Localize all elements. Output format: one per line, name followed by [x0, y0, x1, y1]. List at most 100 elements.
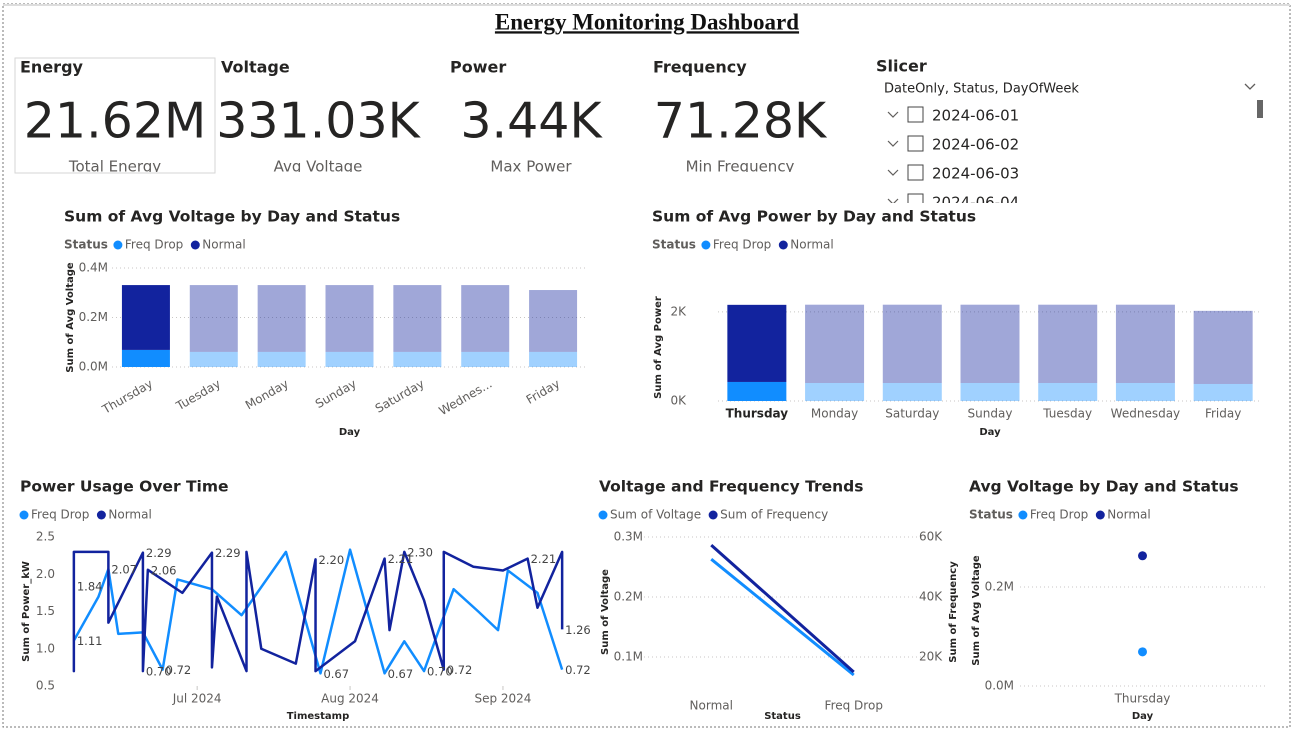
bar-segment: [1193, 310, 1253, 384]
data-label: 1.11: [77, 634, 103, 648]
y-tick-label: 1.0: [36, 641, 55, 655]
x-tick-label: Thursday: [1114, 692, 1171, 706]
legend-marker: [598, 510, 608, 520]
item-checkbox[interactable]: [907, 135, 924, 152]
bar-segment: [960, 382, 1020, 401]
item-checkbox[interactable]: [907, 164, 924, 181]
x-tick-label: Saturday: [373, 377, 427, 416]
y-axis-title: Sum of Power_kW: [21, 561, 32, 662]
bar-segment: [325, 351, 374, 367]
y-tick-label: 0.5: [36, 679, 55, 693]
data-label: 2.06: [151, 563, 177, 577]
chart-title: Sum of Avg Power by Day and Status: [652, 208, 976, 226]
data-label: 2.20: [319, 553, 345, 567]
y-tick-label: 0K: [670, 394, 687, 408]
item-expand[interactable]: [887, 140, 899, 147]
y-tick-label: 0.3M: [614, 530, 643, 544]
legend-title: Status: [64, 238, 108, 252]
bar-segment: [882, 382, 942, 401]
y-axis-title: Sum of Avg Voltage: [65, 262, 76, 373]
y-tick-label: 0.2M: [985, 579, 1014, 593]
item-expand[interactable]: [887, 111, 899, 118]
legend-label: Normal: [202, 238, 245, 252]
y2-axis-title: Sum of Frequency: [948, 561, 959, 663]
bar-segment: [1115, 304, 1175, 383]
chart-title: Power Usage Over Time: [20, 478, 229, 496]
chart-title: Sum of Avg Voltage by Day and Status: [64, 208, 400, 226]
data-label: 2.30: [407, 545, 433, 559]
item-checkbox[interactable]: [907, 193, 924, 209]
cards: Energy 21.62M Total Energy Voltage 331.03K Av…: [20, 58, 828, 176]
legend-marker: [1018, 510, 1028, 520]
data-label: 0.70: [146, 665, 172, 679]
dashboard-title: Energy Monitoring Dashboard: [495, 9, 799, 34]
x-tick-label: Friday: [524, 377, 563, 407]
slicer-dropdown[interactable]: [1244, 83, 1256, 90]
y2-tick-label: 20K: [919, 650, 943, 664]
legend-label: Freq Drop: [713, 238, 771, 252]
x-tick-label: Tuesday: [173, 377, 223, 414]
y-axis-title: Sum of Voltage: [600, 569, 611, 655]
item-label[interactable]: 2024-06-04: [932, 194, 1019, 212]
bar-segment: [882, 304, 942, 383]
bar-segment: [121, 285, 170, 350]
legend-title: Status: [969, 508, 1013, 522]
data-label: 2.21: [531, 552, 557, 566]
x-axis-title: Day: [979, 427, 1001, 438]
page-border: [2, 3, 1291, 728]
x-axis-title: Status: [764, 711, 801, 722]
x-tick-label: Freq Drop: [825, 699, 883, 713]
data-point: [1138, 551, 1147, 561]
legend-label: Normal: [790, 238, 833, 252]
bar-segment: [529, 290, 578, 352]
legend-label: Freq Drop: [125, 238, 183, 252]
item-label[interactable]: 2024-06-03: [932, 165, 1019, 183]
card-label: Voltage: [221, 58, 290, 77]
x-tick-label: Wednes...: [436, 377, 494, 419]
item-label[interactable]: 2024-06-02: [932, 136, 1019, 154]
card-frame: [14, 57, 216, 174]
card-label: Frequency: [653, 58, 747, 77]
y-tick-label: 2.0: [36, 567, 55, 581]
x-tick-label: Sunday: [313, 377, 359, 412]
bar-segment: [325, 285, 374, 352]
x-tick-label: Thursday: [726, 407, 789, 421]
legend-label: Freq Drop: [1030, 508, 1088, 522]
bar-segment: [805, 304, 865, 383]
bar-segment: [189, 351, 238, 367]
bar-segment: [1193, 383, 1253, 401]
chart-title: Voltage and Frequency Trends: [599, 478, 863, 496]
card-caption: Min Frequency: [686, 158, 795, 176]
y-tick-label: 1.5: [36, 604, 55, 618]
data-label: 1.26: [565, 623, 591, 637]
x-axis-title: Day: [339, 427, 361, 438]
card-caption: Avg Voltage: [274, 158, 363, 176]
y-tick-label: 2K: [670, 304, 687, 318]
card-caption: Total Energy: [68, 158, 161, 176]
slicer-items: 2024-06-01 2024-06-02 2024-06-03 2024-06-04: [887, 106, 1019, 212]
bar-segment: [960, 304, 1020, 383]
x-tick-label: Sep 2024: [474, 692, 531, 706]
bar-segment: [1038, 382, 1098, 401]
item-expand[interactable]: [887, 198, 899, 204]
data-label: 0.70: [427, 665, 453, 679]
item-expand[interactable]: [887, 169, 899, 176]
card-label: Energy: [20, 58, 84, 77]
item-label[interactable]: 2024-06-01: [932, 107, 1019, 125]
legend-marker: [19, 510, 29, 520]
card-value: 71.28K: [654, 93, 828, 150]
bar-segment: [461, 285, 510, 352]
y-tick-label: 2.5: [36, 530, 55, 544]
data-label: 0.67: [388, 667, 414, 681]
x-tick-label: Thursday: [99, 377, 155, 418]
bar-segment: [805, 382, 865, 401]
bar-segment: [189, 285, 238, 352]
legend-marker: [708, 510, 718, 520]
bar-segment: [529, 351, 578, 367]
item-checkbox[interactable]: [907, 106, 924, 123]
y-tick-label: 0.0M: [79, 360, 108, 374]
data-label: 2.29: [215, 546, 241, 560]
series-line: [710, 558, 855, 677]
legend-label: Normal: [108, 508, 151, 522]
bar-segment: [461, 351, 510, 367]
